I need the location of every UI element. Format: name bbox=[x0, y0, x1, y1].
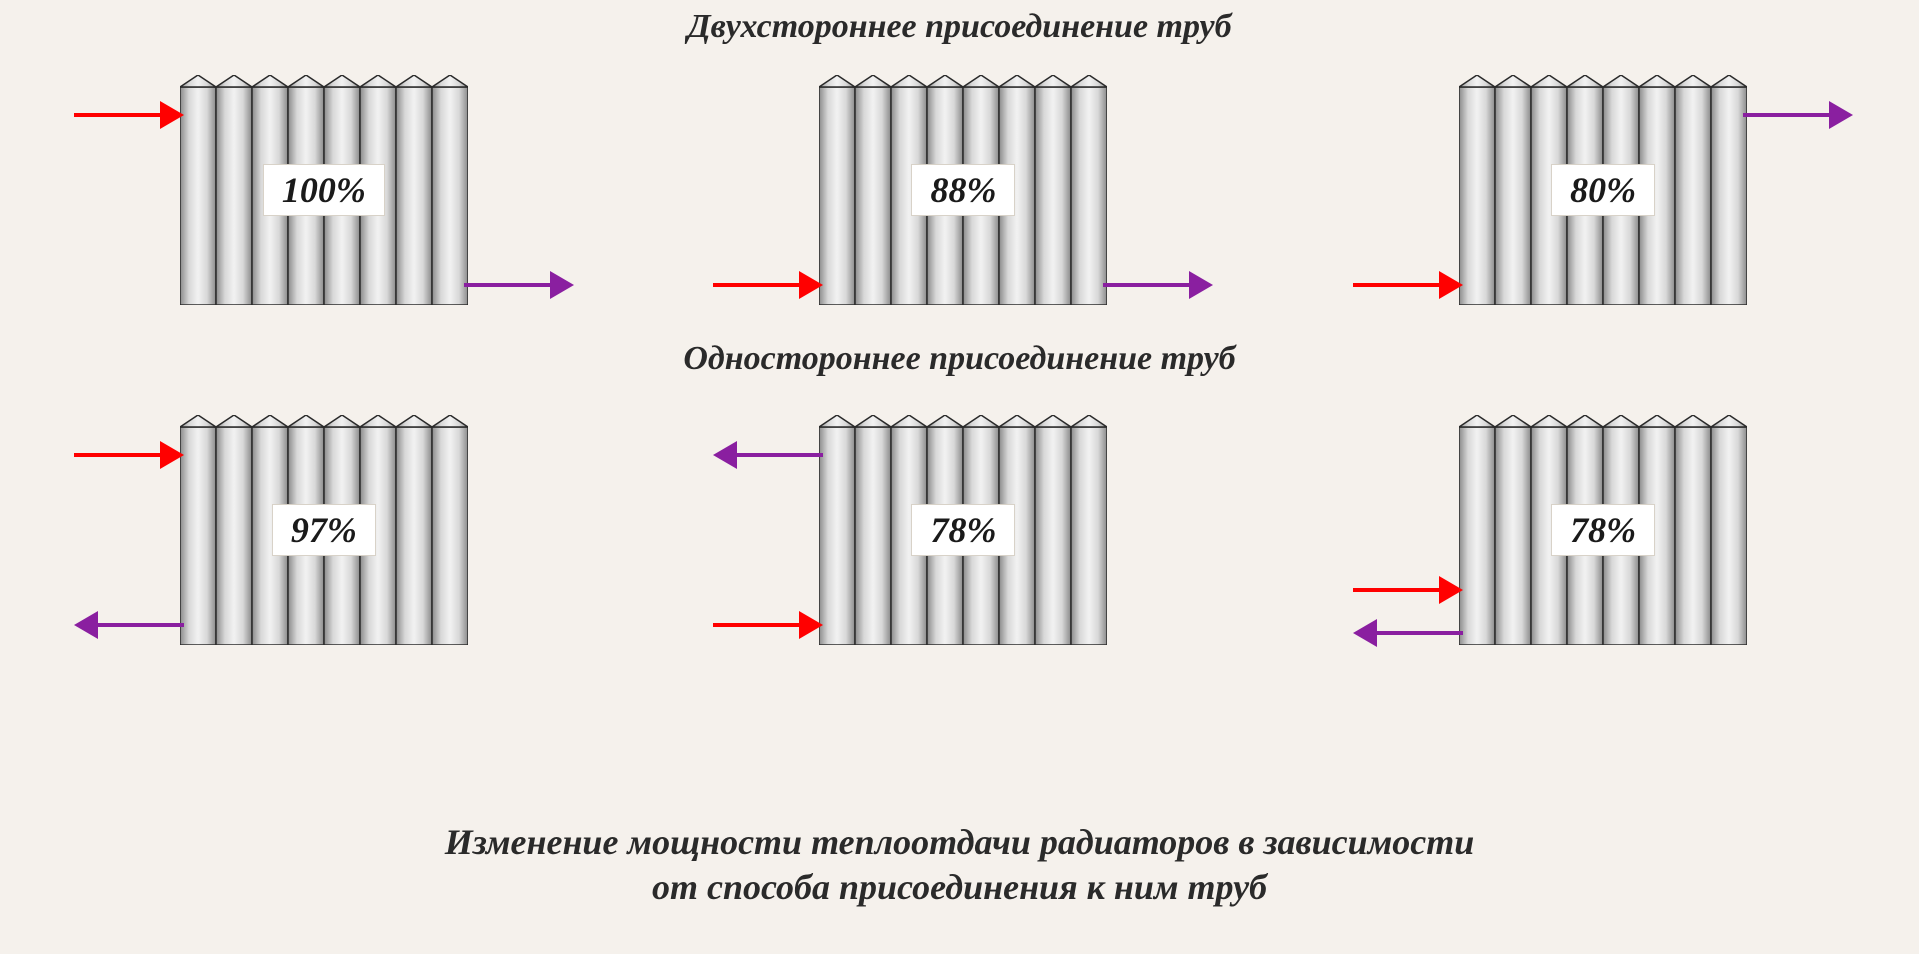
efficiency-label: 78% bbox=[911, 504, 1015, 556]
outlet-arrow-icon bbox=[713, 441, 823, 474]
outlet-arrow-icon bbox=[464, 271, 574, 304]
caption: Изменение мощности теплоотдачи радиаторо… bbox=[0, 820, 1919, 910]
row-2: 97% 78% 78% bbox=[0, 400, 1919, 660]
efficiency-label: 100% bbox=[263, 164, 385, 216]
radiator-cell: 88% bbox=[679, 60, 1239, 320]
inlet-arrow-icon bbox=[74, 441, 184, 474]
outlet-arrow-icon bbox=[74, 611, 184, 644]
page: Двухстороннее присоединение труб 100% 88… bbox=[0, 0, 1919, 954]
inlet-arrow-icon bbox=[74, 101, 184, 134]
section-title-middle: Одностороннее присоединение труб bbox=[0, 340, 1919, 378]
radiator-cell: 97% bbox=[40, 400, 600, 660]
inlet-arrow-icon bbox=[1353, 271, 1463, 304]
row-1: 100% 88% 80% bbox=[0, 60, 1919, 320]
caption-line-2: от способа присоединения к ним труб bbox=[652, 867, 1267, 907]
efficiency-label: 80% bbox=[1551, 164, 1655, 216]
inlet-arrow-icon bbox=[713, 271, 823, 304]
section-title-top: Двухстороннее присоединение труб bbox=[0, 8, 1919, 46]
efficiency-label: 78% bbox=[1551, 504, 1655, 556]
radiator-cell: 78% bbox=[1319, 400, 1879, 660]
efficiency-label: 97% bbox=[272, 504, 376, 556]
radiator-cell: 100% bbox=[40, 60, 600, 320]
caption-line-1: Изменение мощности теплоотдачи радиаторо… bbox=[445, 822, 1475, 862]
outlet-arrow-icon bbox=[1103, 271, 1213, 304]
outlet-arrow-icon bbox=[1743, 101, 1853, 134]
outlet-arrow-icon bbox=[1353, 619, 1463, 652]
efficiency-label: 88% bbox=[911, 164, 1015, 216]
inlet-arrow-icon bbox=[1353, 576, 1463, 609]
radiator-cell: 78% bbox=[679, 400, 1239, 660]
radiator-cell: 80% bbox=[1319, 60, 1879, 320]
inlet-arrow-icon bbox=[713, 611, 823, 644]
